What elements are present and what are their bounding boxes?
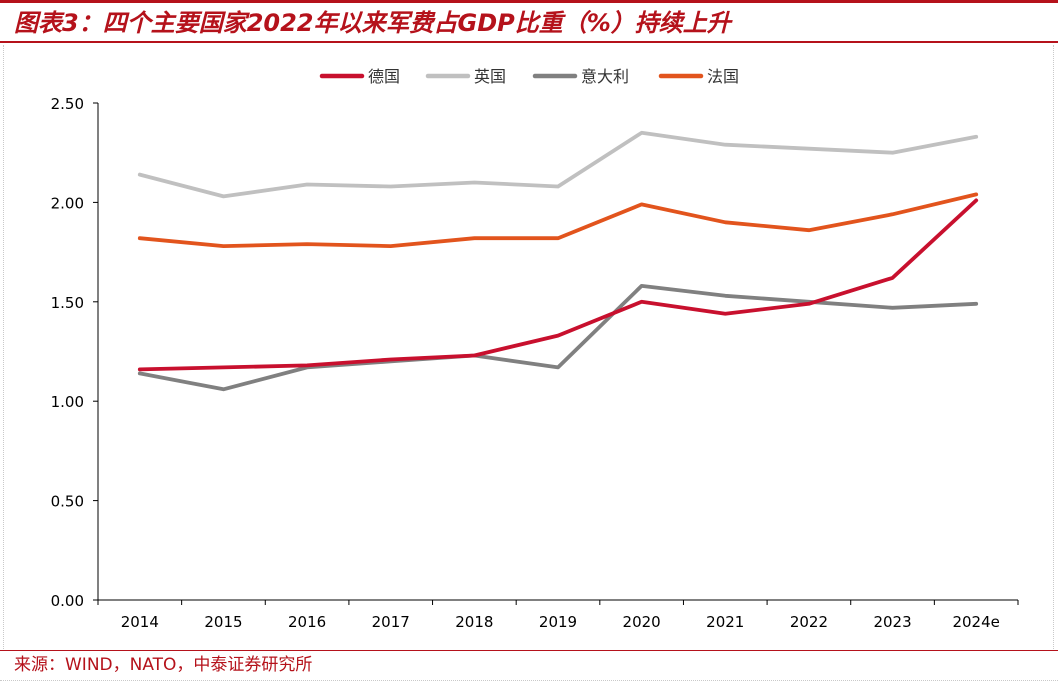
legend-label: 法国 bbox=[707, 67, 739, 86]
source-note: 来源：WIND，NATO，中泰证券研究所 bbox=[14, 655, 313, 675]
chart-title: 图表3：四个主要国家2022年以来军费占GDP比重（%）持续上升 bbox=[14, 9, 731, 37]
x-tick-label: 2021 bbox=[706, 613, 744, 631]
y-tick-label: 0.50 bbox=[51, 493, 84, 511]
bottom-rule bbox=[0, 680, 1058, 682]
y-tick-label: 2.50 bbox=[51, 95, 84, 113]
y-tick-label: 1.50 bbox=[51, 294, 84, 312]
x-tick-label: 2022 bbox=[790, 613, 828, 631]
x-tick-label: 2020 bbox=[623, 613, 661, 631]
series-line-2 bbox=[137, 283, 979, 392]
x-tick-label: 2019 bbox=[539, 613, 577, 631]
x-tick-label: 2016 bbox=[288, 613, 326, 631]
title-rule bbox=[0, 41, 1058, 43]
y-tick-label: 2.00 bbox=[51, 194, 84, 212]
y-tick-label: 0.00 bbox=[51, 592, 84, 610]
y-tick-label: 1.00 bbox=[51, 393, 84, 411]
source-rule bbox=[0, 650, 1058, 651]
x-tick-label: 2015 bbox=[204, 613, 242, 631]
top-rule bbox=[0, 0, 1058, 3]
series-line-1 bbox=[137, 130, 979, 199]
legend-label: 意大利 bbox=[581, 67, 629, 86]
x-tick-label: 2024e bbox=[952, 613, 999, 631]
x-tick-label: 2023 bbox=[873, 613, 911, 631]
legend-label: 德国 bbox=[368, 67, 400, 86]
chart-frame bbox=[3, 45, 1054, 649]
x-tick-label: 2014 bbox=[121, 613, 159, 631]
legend-label: 英国 bbox=[474, 67, 506, 86]
series-line-3 bbox=[137, 192, 979, 249]
x-tick-label: 2017 bbox=[372, 613, 410, 631]
series-line-0 bbox=[137, 198, 979, 372]
x-tick-label: 2018 bbox=[455, 613, 493, 631]
